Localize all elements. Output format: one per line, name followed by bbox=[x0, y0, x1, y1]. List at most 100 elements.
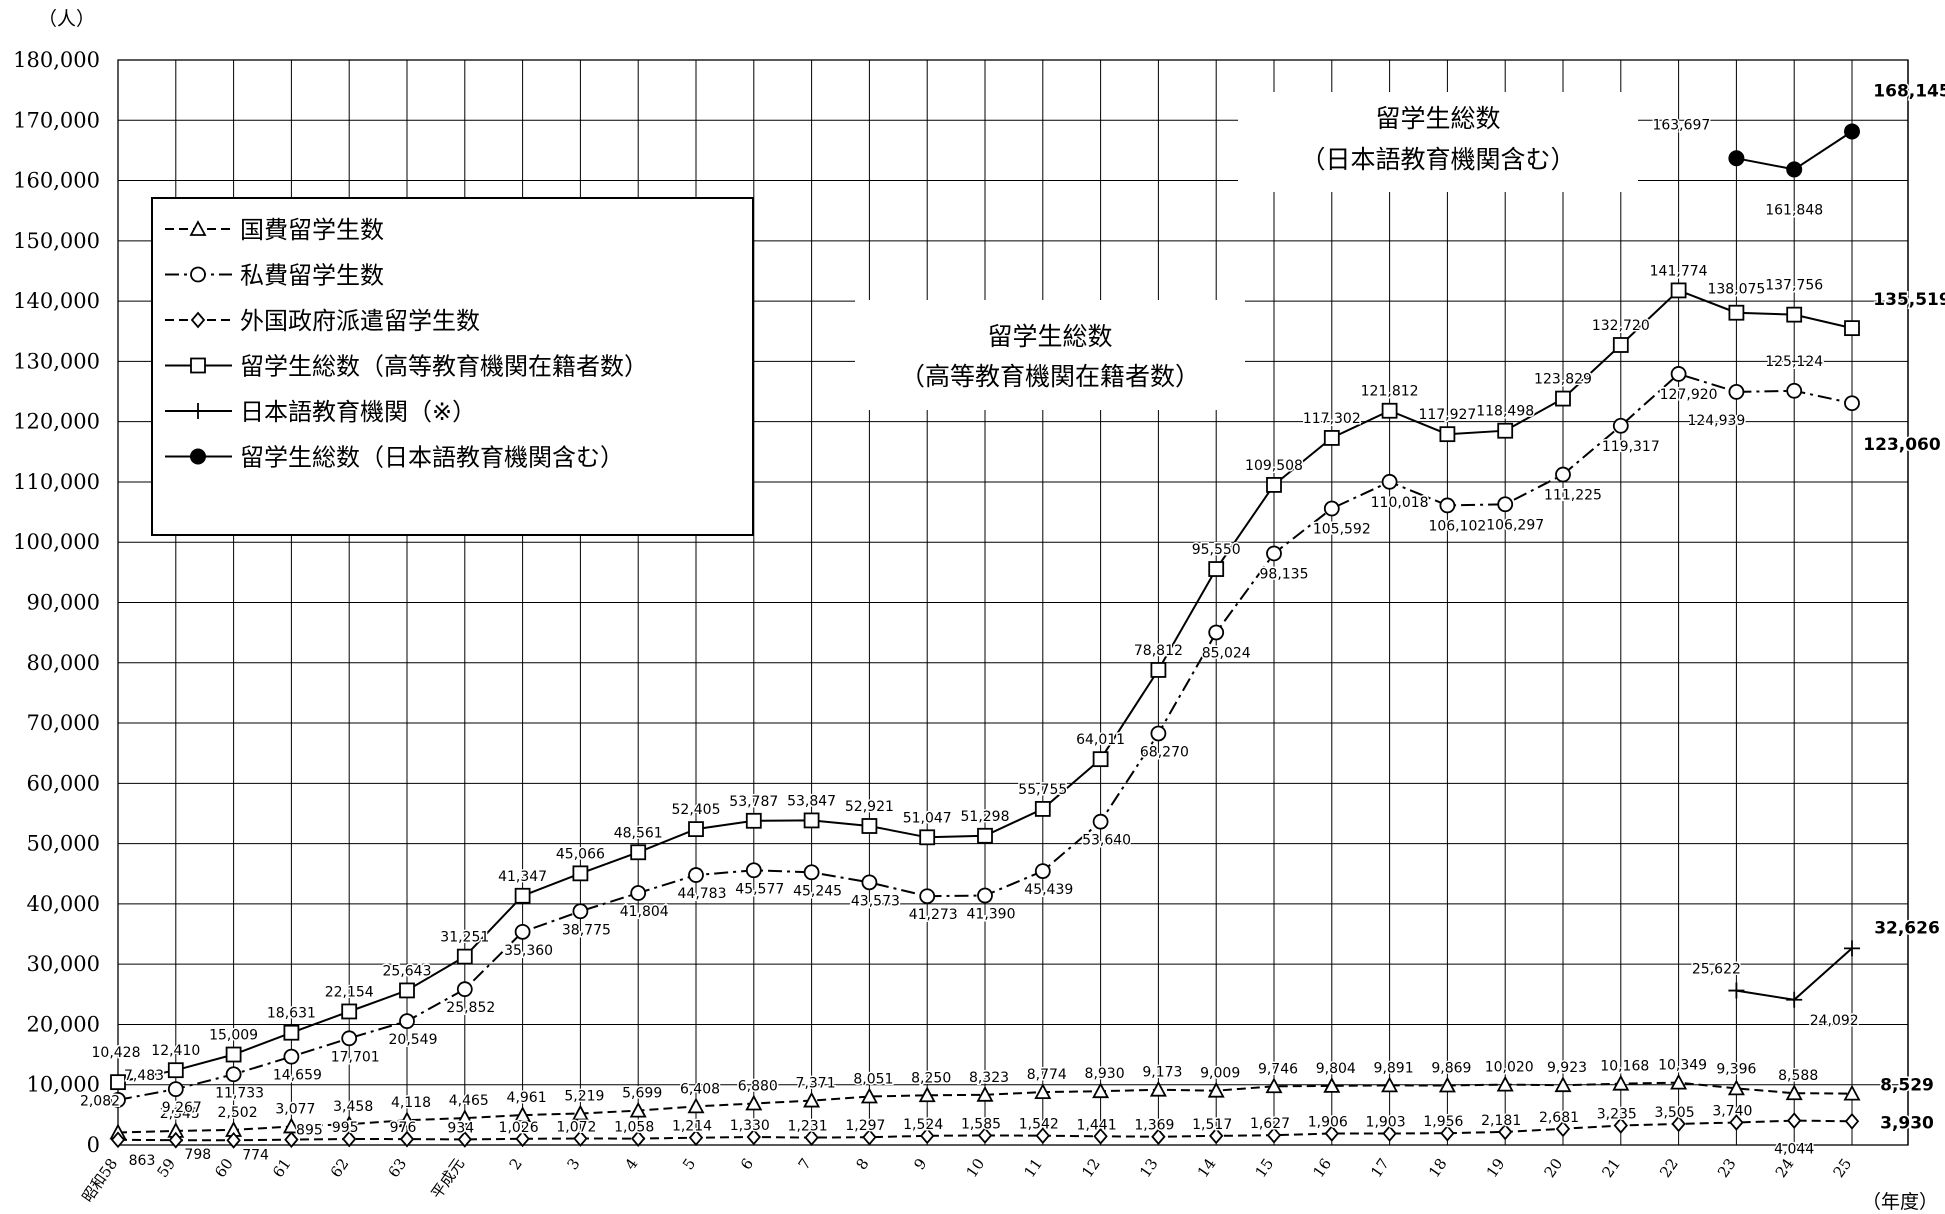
data-label-nihongo: 32,626 bbox=[1874, 918, 1940, 938]
y-tick-label: 0 bbox=[87, 1133, 100, 1157]
point-gaikoku bbox=[804, 1129, 819, 1146]
data-label-shihi: 45,245 bbox=[793, 883, 842, 899]
data-label-shihi: 14,659 bbox=[273, 1068, 322, 1084]
y-axis-unit: （人） bbox=[38, 8, 95, 30]
data-label-kokuhi: 8,250 bbox=[911, 1070, 951, 1086]
data-label-gaikoku: 863 bbox=[129, 1153, 156, 1169]
point-kotou bbox=[341, 1003, 358, 1020]
point-kokuhi bbox=[340, 1115, 358, 1132]
data-label-gaikoku: 1,524 bbox=[903, 1117, 943, 1133]
point-kotou bbox=[1555, 390, 1571, 407]
data-label-kokuhi: 8,588 bbox=[1778, 1068, 1818, 1084]
data-label-gaikoku: 1,369 bbox=[1134, 1118, 1174, 1134]
data-label-kokuhi: 10,349 bbox=[1658, 1058, 1707, 1074]
y-tick-label: 20,000 bbox=[27, 1012, 100, 1036]
point-kotou bbox=[1439, 426, 1456, 443]
x-tick-label: 2 bbox=[506, 1155, 526, 1173]
annotation-kotou-bg bbox=[855, 300, 1245, 410]
data-label-gaikoku: 1,956 bbox=[1423, 1114, 1463, 1130]
data-label-gaikoku: 3,235 bbox=[1597, 1107, 1637, 1123]
point-kokuhi bbox=[1149, 1080, 1167, 1097]
y-tick-label: 30,000 bbox=[27, 952, 100, 976]
data-label-kotou: 48,561 bbox=[614, 825, 663, 841]
annotation-kotou-line1: 留学生総数 bbox=[987, 322, 1112, 351]
point-kokuhi bbox=[976, 1085, 994, 1102]
point-kokuhi bbox=[1207, 1081, 1225, 1098]
point-shihi bbox=[1266, 545, 1282, 562]
data-label-gaikoku: 798 bbox=[184, 1147, 211, 1163]
point-kokuhi bbox=[1843, 1084, 1861, 1101]
point-kotou bbox=[803, 812, 820, 829]
point-shihi bbox=[861, 874, 878, 891]
x-tick-label: 16 bbox=[1309, 1155, 1335, 1181]
data-label-kokuhi: 9,804 bbox=[1316, 1061, 1356, 1077]
data-label-shihi: 68,270 bbox=[1140, 744, 1189, 760]
series-kotou bbox=[110, 282, 1860, 1091]
y-tick-label: 130,000 bbox=[13, 349, 100, 373]
point-kokuhi bbox=[918, 1086, 936, 1103]
data-label-gaikoku: 1,330 bbox=[730, 1118, 770, 1134]
data-label-kokuhi: 4,465 bbox=[449, 1093, 489, 1109]
point-gaikoku bbox=[515, 1130, 530, 1148]
point-kotou bbox=[456, 948, 473, 965]
point-kotou bbox=[1150, 662, 1167, 678]
point-gaikoku bbox=[1729, 1114, 1744, 1131]
point-kotou bbox=[977, 827, 993, 844]
point-shihi bbox=[1034, 863, 1051, 880]
point-kotou bbox=[110, 1074, 126, 1091]
annotation-kotou: 留学生総数 （高等教育機関在籍者数） bbox=[855, 300, 1245, 410]
x-tick-label: 18 bbox=[1425, 1155, 1451, 1181]
point-total bbox=[1844, 123, 1860, 140]
point-shihi bbox=[1555, 466, 1571, 483]
data-label-kokuhi: 2,082 bbox=[80, 1093, 120, 1109]
point-kotou bbox=[399, 982, 415, 999]
point-kokuhi bbox=[687, 1097, 705, 1114]
data-label-shihi: 20,549 bbox=[389, 1032, 438, 1048]
data-label-kotou: 78,812 bbox=[1134, 643, 1183, 659]
data-label-shihi: 41,273 bbox=[909, 907, 958, 923]
x-tick-label: 63 bbox=[385, 1155, 411, 1181]
point-gaikoku bbox=[573, 1130, 588, 1147]
point-total bbox=[1728, 150, 1745, 167]
x-axis-unit: （年度） bbox=[1862, 1191, 1938, 1213]
point-shihi bbox=[110, 1091, 126, 1108]
point-kotou bbox=[167, 1062, 184, 1079]
point-kokuhi bbox=[1785, 1084, 1803, 1101]
point-shihi bbox=[514, 923, 531, 940]
data-label-kotou: 10,428 bbox=[92, 1045, 141, 1061]
data-label-nihongo: 25,622 bbox=[1692, 962, 1741, 978]
data-label-gaikoku: 976 bbox=[390, 1120, 417, 1136]
data-label-shihi: 41,390 bbox=[967, 907, 1016, 923]
point-gaikoku bbox=[1035, 1127, 1050, 1145]
y-tick-label: 40,000 bbox=[27, 892, 100, 916]
data-label-nihongo: 24,092 bbox=[1810, 1013, 1859, 1029]
point-shihi bbox=[745, 862, 762, 879]
data-label-kokuhi: 8,051 bbox=[853, 1071, 893, 1087]
point-gaikoku bbox=[977, 1127, 993, 1144]
x-tick-label: 61 bbox=[269, 1155, 295, 1181]
data-label-kokuhi: 8,529 bbox=[1880, 1076, 1934, 1096]
x-tick-label: 昭和58 bbox=[78, 1155, 121, 1206]
data-label-gaikoku: 1,072 bbox=[556, 1120, 596, 1136]
point-kotou bbox=[688, 821, 704, 838]
data-label-kotou: 132,720 bbox=[1592, 318, 1650, 334]
y-tick-label: 120,000 bbox=[13, 410, 100, 434]
point-gaikoku bbox=[1555, 1120, 1571, 1138]
point-kotou bbox=[1266, 477, 1282, 493]
series-nihongo bbox=[1728, 940, 1860, 1008]
point-kotou bbox=[861, 818, 878, 834]
y-tick-label: 170,000 bbox=[13, 108, 100, 132]
point-kokuhi bbox=[456, 1109, 474, 1125]
data-label-kotou: 118,498 bbox=[1476, 404, 1534, 420]
point-gaikoku bbox=[284, 1131, 299, 1148]
data-label-shihi: 44,783 bbox=[678, 886, 727, 902]
point-kokuhi bbox=[745, 1094, 763, 1111]
point-kotou bbox=[1670, 282, 1687, 299]
series-shihi bbox=[110, 366, 1860, 1108]
point-shihi bbox=[283, 1048, 300, 1065]
data-label-gaikoku: 1,231 bbox=[788, 1119, 828, 1135]
point-shihi bbox=[1786, 382, 1803, 399]
data-label-shihi: 123,060 bbox=[1863, 435, 1941, 455]
data-label-kokuhi: 2,345 bbox=[160, 1106, 200, 1122]
data-label-kotou: 53,847 bbox=[787, 793, 836, 809]
